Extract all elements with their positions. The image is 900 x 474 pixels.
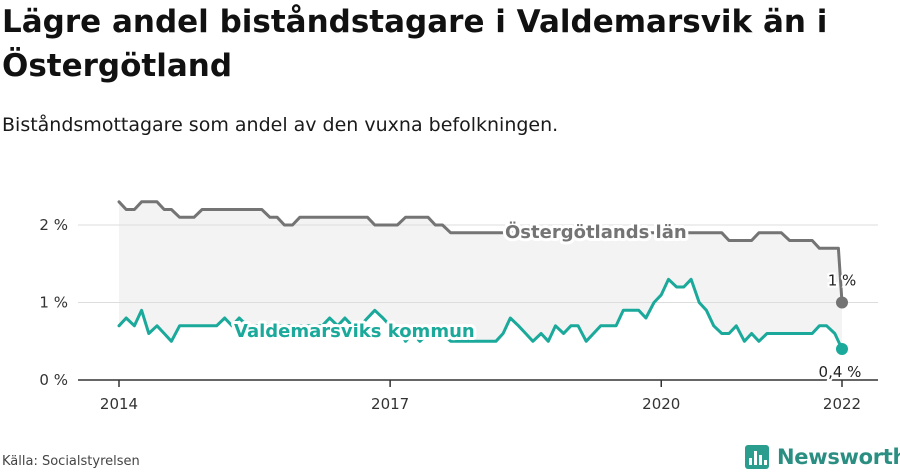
- brand-name: Newsworthy: [777, 445, 900, 469]
- band-layer: [119, 201, 842, 349]
- y-tick-label: 2 %: [39, 216, 68, 234]
- x-tick-label: 2017: [371, 395, 409, 413]
- x-tick-label: 2022: [823, 395, 861, 413]
- chart-title: Lägre andel biståndstagare i Valdemarsvi…: [2, 4, 828, 84]
- series-layer: [117, 200, 848, 355]
- end-point-lan: [836, 296, 848, 309]
- area-between-series: [119, 201, 842, 349]
- bar-chart-icon: [745, 445, 769, 469]
- series-label-kommun: Valdemarsviks kommun: [234, 321, 475, 342]
- source-note: Källa: Socialstyrelsen: [2, 454, 140, 469]
- x-tick-label: 2014: [100, 395, 138, 413]
- end-label-kommun: 0,4 %: [819, 363, 862, 381]
- series-label-layer: Östergötlands län Valdemarsviks kommun 1 %…: [231, 218, 863, 383]
- brand-logo: Newsworthy: [745, 444, 900, 470]
- series-label-lan: Östergötlands län: [505, 221, 687, 243]
- chart-subtitle: Biståndsmottagare som andel av den vuxna…: [2, 114, 559, 136]
- line-chart: 0 % 1 % 2 % 2014 2017 2020 2022 Östergötlands…: [39, 200, 878, 413]
- end-label-lan: 1 %: [828, 272, 857, 290]
- x-tick-label: 2020: [642, 395, 680, 413]
- series-line-lan: [117, 200, 844, 304]
- x-axis: 2014 2017 2020 2022: [78, 379, 878, 413]
- end-point-kommun: [836, 343, 848, 355]
- grid-layer: 0 % 1 % 2 %: [39, 216, 878, 389]
- y-tick-label: 0 %: [39, 371, 68, 389]
- series-line-kommun: [117, 277, 844, 351]
- y-tick-label: 1 %: [39, 294, 68, 312]
